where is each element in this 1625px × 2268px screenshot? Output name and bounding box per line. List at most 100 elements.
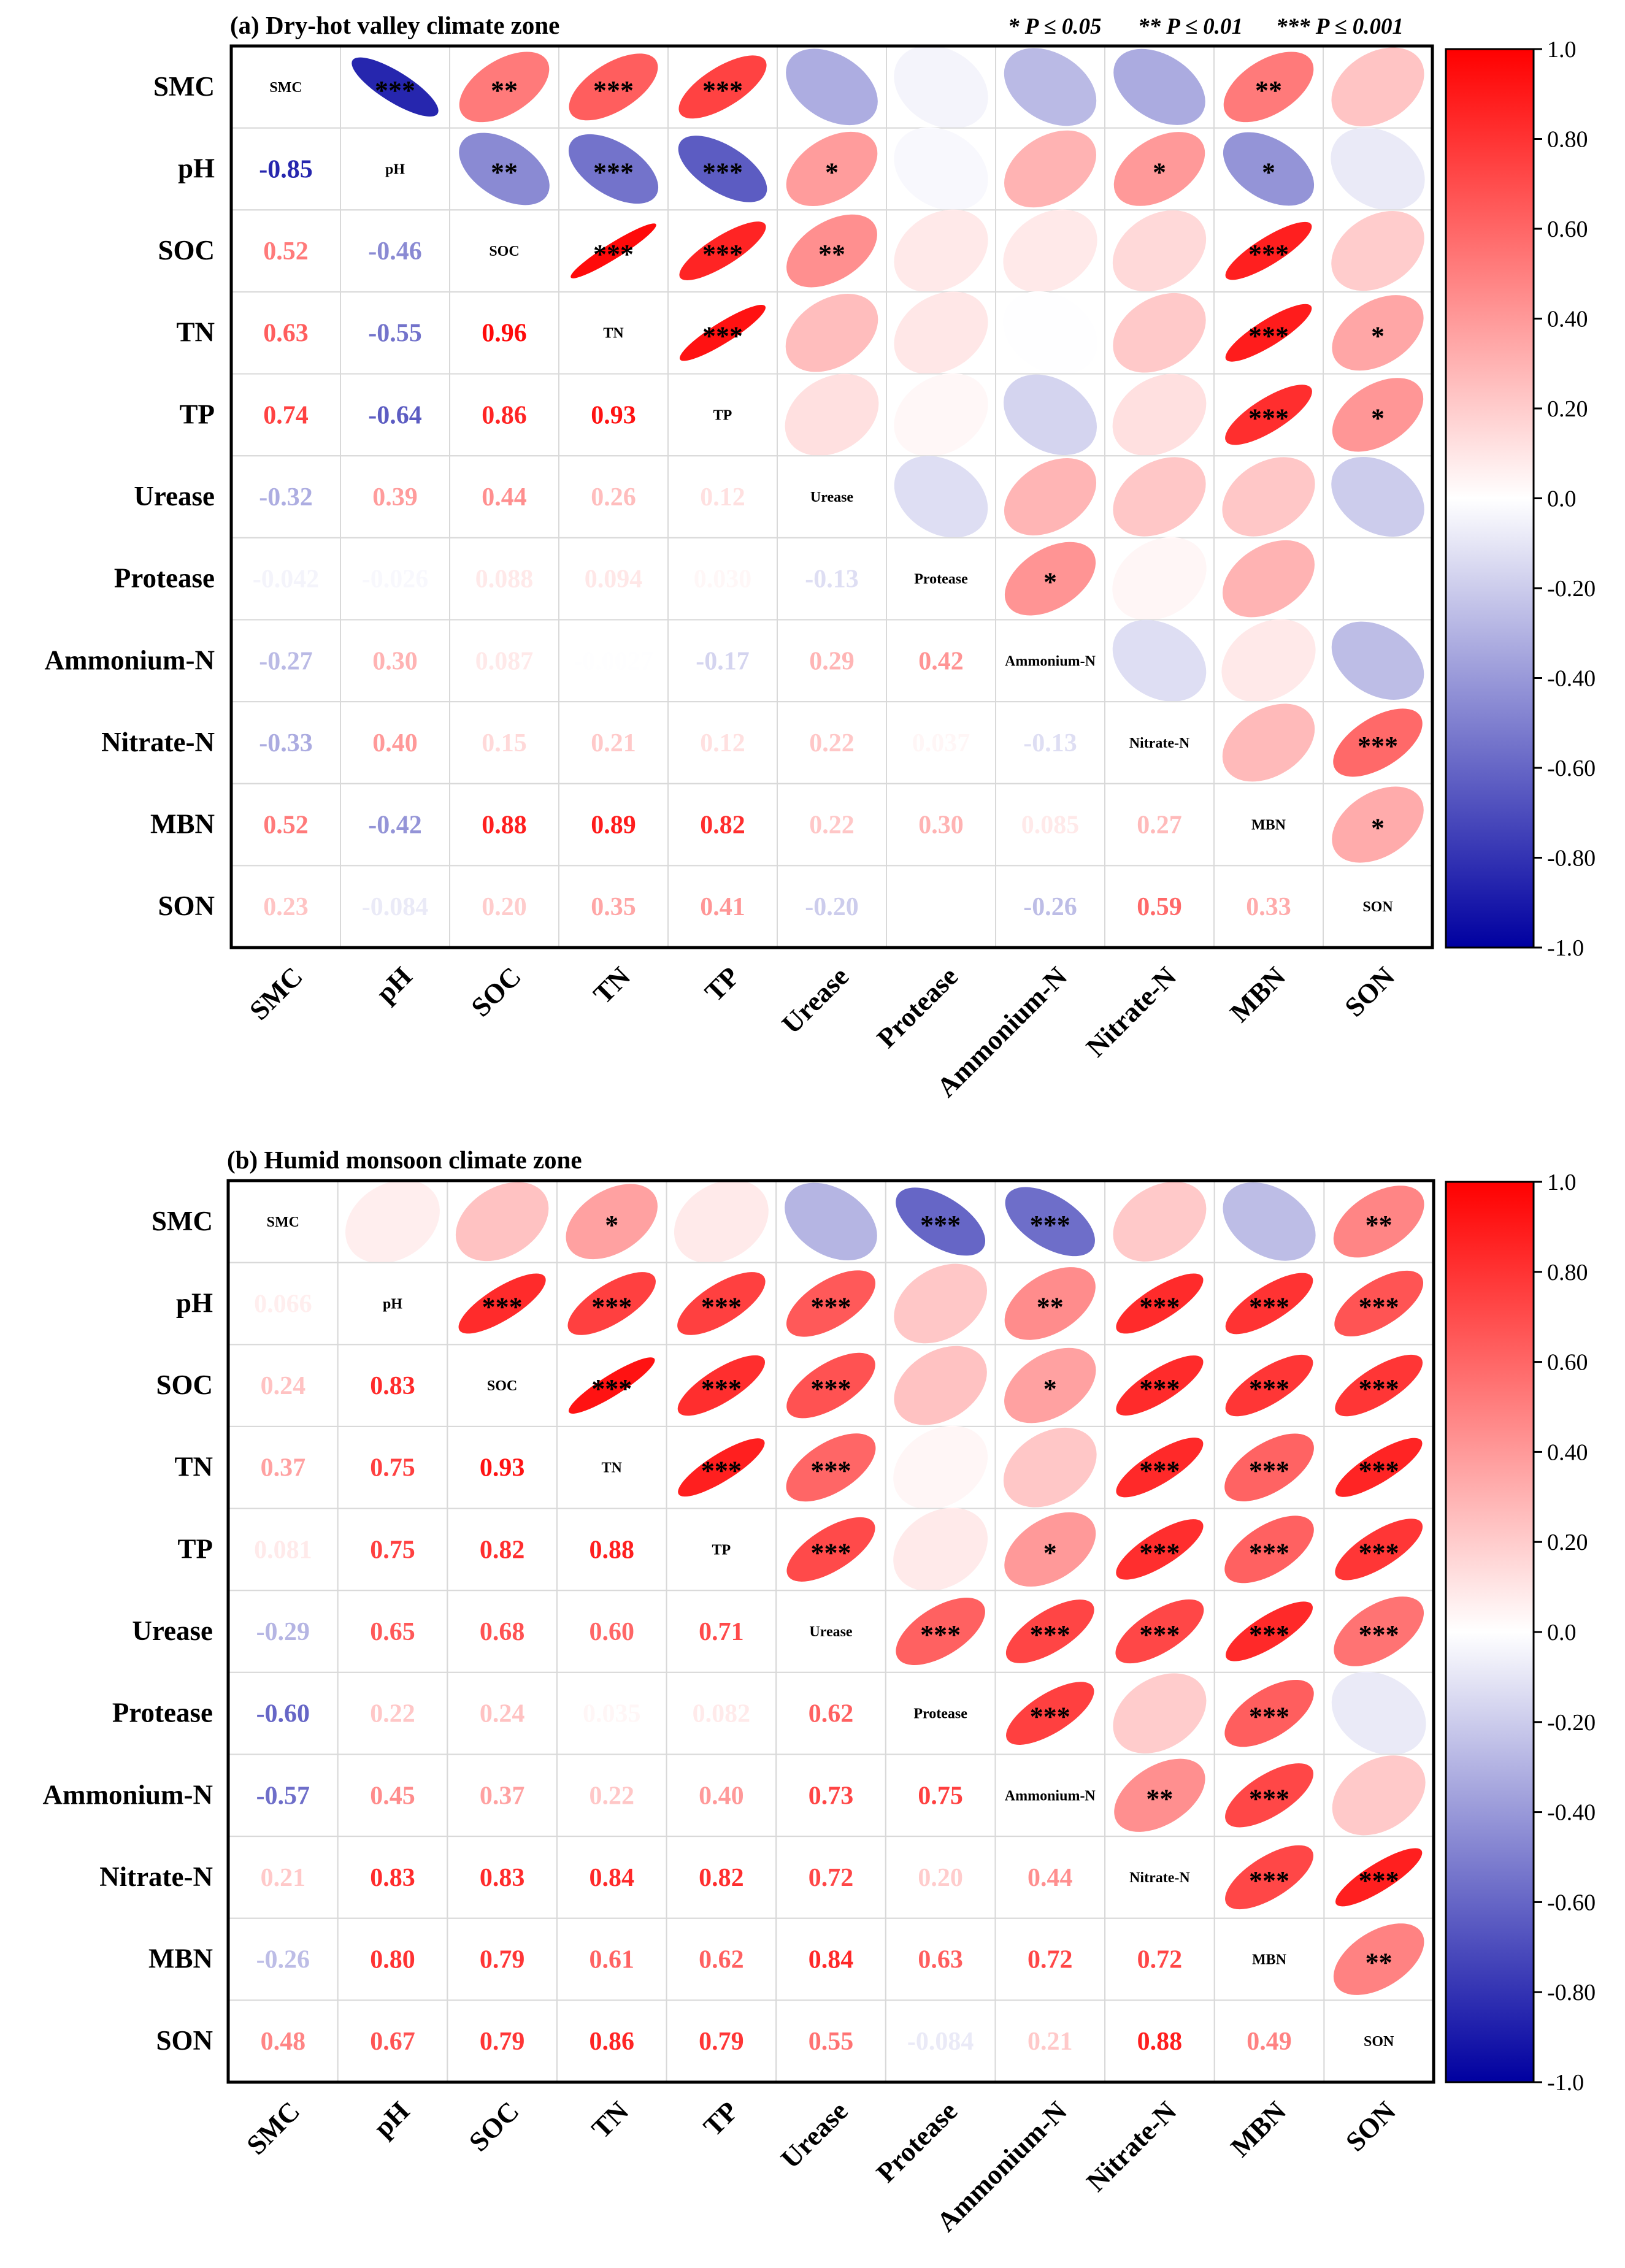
panel-b-row-label: TN — [174, 1452, 213, 1482]
panel-a-correlation-ellipse — [1225, 385, 1312, 445]
panel-b-correlation-ellipse — [1225, 1845, 1314, 1910]
panel-a-correlation-ellipse — [1331, 211, 1424, 291]
panel-a-coefficient-label: 0.094 — [585, 565, 643, 594]
panel-b-coefficient-label: 0.082 — [693, 1700, 751, 1728]
panel-b-coefficient-label: 0.71 — [699, 1618, 744, 1646]
panel-a-significance-stars: ** — [491, 75, 518, 105]
panel-b-correlation-ellipse — [1226, 1601, 1313, 1661]
panel-b-significance-stars: *** — [1249, 1783, 1289, 1814]
panel-a-coefficient-label: 0.29 — [809, 647, 855, 675]
panel-b-coefficient-label: 0.035 — [583, 1700, 641, 1728]
panel-a-significance-stars: *** — [593, 157, 634, 187]
panel-a-coefficient-label: 0.12 — [700, 729, 745, 757]
panel-a-coefficient-label: 0.42 — [918, 647, 964, 675]
panel-b-correlation-ellipse — [894, 1346, 987, 1425]
panel-b-diagonal-label: SMC — [267, 1214, 299, 1230]
panel-a-coefficient-label: -0.084 — [362, 893, 429, 921]
panel-b-correlation-ellipse — [1116, 1273, 1204, 1334]
panel-a-column-label: TN — [588, 961, 637, 1010]
panel-a-colorbar-tick-label: -0.40 — [1547, 666, 1596, 692]
panel-a-coefficient-label: 0.21 — [591, 729, 636, 757]
panel-b-coefficient-label: 0.60 — [589, 1618, 634, 1646]
panel-b-coefficient-label: 0.65 — [370, 1618, 415, 1646]
panel-a-column-label: Urease — [776, 961, 855, 1040]
panel-b-correlation-ellipse — [568, 1357, 655, 1414]
panel-b-coefficient-label: 0.67 — [370, 2028, 415, 2056]
panel-a-correlation-ellipse — [785, 294, 878, 372]
panel-b-significance-stars: *** — [811, 1538, 851, 1568]
panel-a-colorbar-tick-label: 0.20 — [1547, 396, 1588, 422]
panel-b-row-label: Urease — [132, 1615, 213, 1646]
panel-a-coefficient-label: 0.22 — [809, 811, 855, 840]
panel-a-diagonal-label: SOC — [489, 243, 519, 259]
panel-b-coefficient-label: 0.22 — [589, 1782, 634, 1810]
panel-b-significance-stars: *** — [1249, 1456, 1289, 1486]
panel-b-coefficient-label: 0.72 — [1028, 1946, 1073, 1974]
panel-a-correlation-ellipse — [1331, 621, 1424, 700]
panel-a-correlation-ellipse — [1221, 619, 1316, 702]
panel-a-diagonal-label: pH — [385, 161, 405, 177]
panel-a-coefficient-label: -0.55 — [368, 320, 422, 348]
panel-b-correlation-ellipse — [1003, 1427, 1097, 1508]
panel-b-correlation-ellipse — [896, 1187, 986, 1256]
panel-b-row-label: SON — [156, 2025, 213, 2056]
panel-b-coefficient-label: 0.79 — [480, 1946, 525, 1974]
panel-a-correlation-ellipse — [1112, 537, 1207, 621]
panel-a-diagonal-label: Ammonium-N — [1005, 653, 1096, 669]
panel-a-correlation-ellipse — [679, 305, 766, 361]
panel-a-row-labels: SMC pH SOC TN TP Urease Protease Ammonium-N Nitr… — [45, 71, 215, 921]
panel-a-coefficient-label: 0.22 — [809, 729, 855, 757]
panel-a-diagonal-label: Nitrate-N — [1129, 735, 1190, 751]
panel-b-correlation-ellipse — [345, 1179, 440, 1263]
panel-b-correlation-ellipse — [1224, 1679, 1314, 1747]
panel-a-significance-stars: *** — [1248, 239, 1289, 269]
panel-a-coefficient-label: 0.26 — [591, 483, 636, 511]
panel-b-correlation-ellipse — [1333, 1186, 1424, 1258]
panel-b-significance-stars: *** — [920, 1620, 961, 1650]
panel-b-column-label: MBN — [1225, 2096, 1293, 2163]
panel-b-significance-stars: *** — [1359, 1538, 1399, 1568]
panel-b-coefficient-label: 0.83 — [480, 1864, 525, 1892]
panel-b-coefficient-label: 0.88 — [1137, 2028, 1183, 2056]
panel-b-colorbar-tick-label: -0.80 — [1547, 1980, 1596, 2006]
significance-legend-2: ** P ≤ 0.01 — [1138, 14, 1243, 39]
panel-a-correlation-ellipse — [679, 221, 766, 280]
panel-a-column-label: SON — [1339, 961, 1400, 1023]
panel-a-correlation-ellipse — [1225, 221, 1312, 280]
panel-a-correlation-ellipse — [1003, 209, 1097, 293]
panel-b-significance-stars: ** — [1037, 1292, 1064, 1322]
panel-a-significance-stars: * — [1153, 157, 1166, 187]
panel-b-significance-stars: *** — [701, 1292, 742, 1322]
panel-b-correlation-ellipse — [458, 1273, 546, 1334]
panel-b-correlation-ellipse — [1116, 1355, 1204, 1416]
panel-a-correlation-ellipse — [1113, 457, 1206, 537]
panel-a-colorbar-tick-label: 1.0 — [1547, 37, 1577, 63]
panel-b-diagonal-label: Urease — [809, 1624, 853, 1640]
panel-a-row-label: Ammonium-N — [45, 645, 215, 675]
panel-a-coefficient-label: -0.042 — [253, 565, 320, 594]
panel-a-significance-stars: ** — [818, 239, 845, 269]
panel-a-significance-stars: *** — [1248, 403, 1289, 433]
panel-a-significance-stars: ** — [1255, 75, 1282, 105]
panel-b-coefficient-label: 0.37 — [261, 1454, 306, 1482]
panel-b-correlation-ellipse — [893, 1425, 988, 1509]
panel-a-diagonal-label: SON — [1362, 899, 1393, 915]
panel-b-coefficient-label: 0.45 — [370, 1782, 415, 1810]
panel-a-column-label: SOC — [465, 961, 527, 1023]
panel-b-coefficient-label: 0.86 — [589, 2028, 634, 2056]
panel-b-correlation-ellipse — [1116, 1438, 1204, 1498]
panel-a-significance-stars: * — [1371, 813, 1385, 843]
panel-b-row-label: SOC — [156, 1370, 213, 1400]
panel-b-correlation-ellipse — [1114, 1758, 1205, 1832]
panel-a-coefficient-label: 0.088 — [475, 565, 534, 594]
panel-b-diagonal-label: TP — [712, 1542, 731, 1558]
panel-a-column-label: MBN — [1224, 961, 1291, 1029]
panel-b-significance-stars: *** — [1030, 1702, 1070, 1732]
panel-a-significance-stars: *** — [702, 321, 743, 351]
panel-a-coefficient-label: 0.037 — [912, 729, 970, 757]
panel-a-coefficient-label: -0.85 — [259, 155, 313, 183]
panel-b-cells: SMC * *** *** **0.066 pH *** *** *** *** ** *** *** *… — [228, 1179, 1434, 2083]
panel-b-significance-stars: *** — [1359, 1374, 1399, 1404]
panel-b-coefficient-label: -0.29 — [256, 1618, 310, 1646]
